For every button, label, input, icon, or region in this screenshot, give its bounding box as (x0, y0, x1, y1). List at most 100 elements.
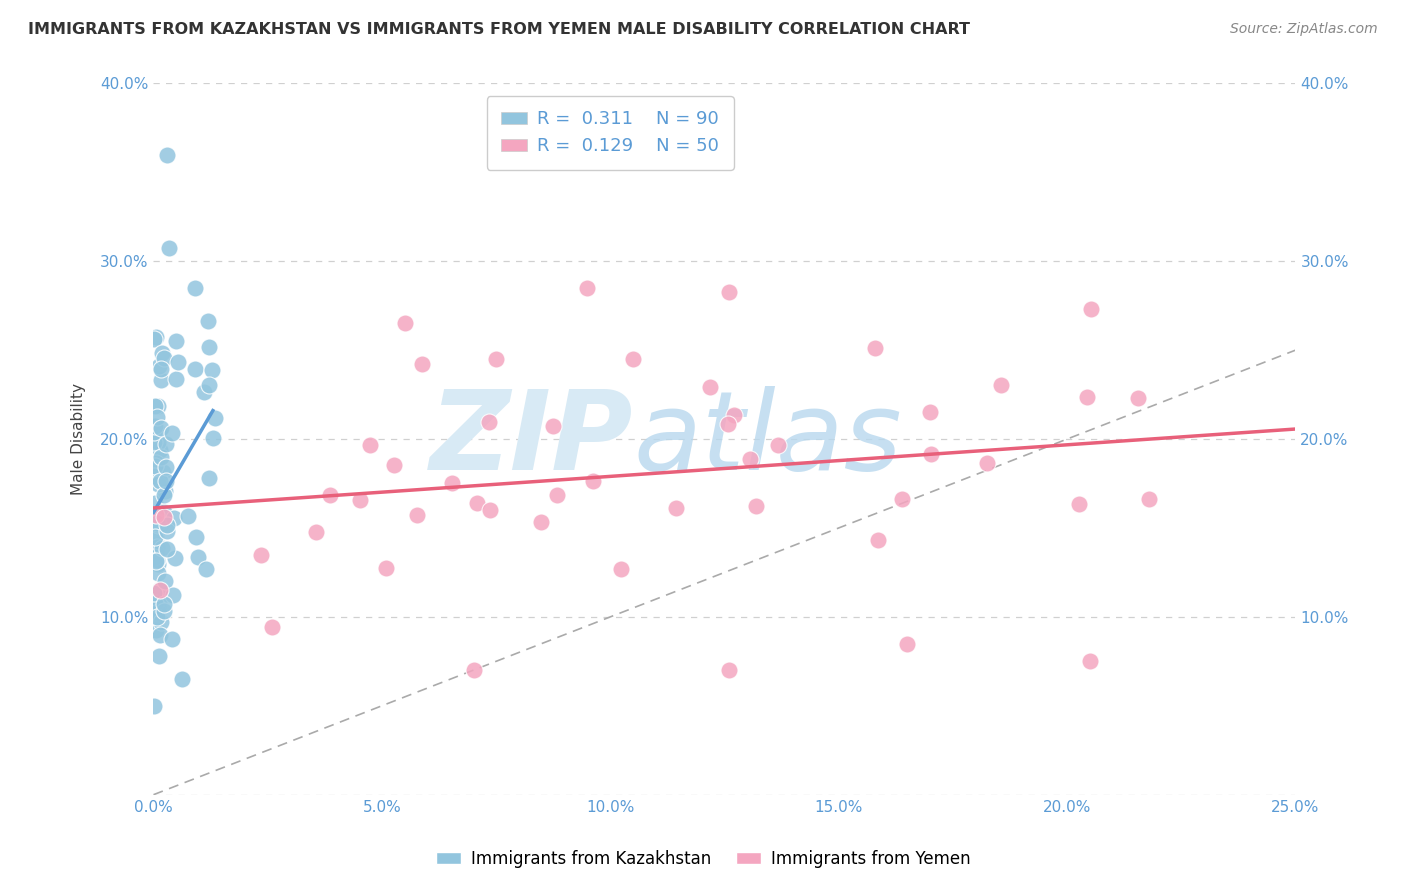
Point (160, 426, 183, 441)
Point (153, 574, 176, 588)
Point (1078, 654, 1101, 668)
Point (359, 438, 381, 452)
Point (149, 474, 172, 488)
Point (143, 333, 166, 347)
Point (167, 355, 190, 369)
Point (738, 451, 761, 466)
Point (155, 459, 177, 474)
Point (890, 491, 912, 506)
Point (143, 530, 166, 544)
Point (156, 524, 179, 538)
Point (148, 601, 170, 615)
Point (143, 467, 166, 482)
Point (541, 418, 564, 433)
Point (162, 588, 184, 602)
Point (145, 624, 167, 638)
Point (865, 341, 887, 355)
Point (165, 334, 187, 349)
Point (149, 583, 172, 598)
Point (150, 346, 173, 360)
Point (148, 583, 170, 598)
Point (411, 357, 433, 371)
Point (146, 610, 169, 624)
Point (146, 410, 169, 425)
Point (349, 492, 371, 507)
Point (176, 508, 198, 523)
Point (148, 477, 170, 491)
Point (143, 419, 166, 434)
Point (440, 476, 463, 491)
Point (145, 554, 167, 568)
Point (162, 511, 184, 525)
Legend: R =  0.311    N = 90, R =  0.129    N = 50: R = 0.311 N = 90, R = 0.129 N = 50 (486, 96, 734, 170)
Point (143, 698, 166, 713)
Point (143, 468, 166, 483)
Point (546, 488, 568, 502)
Point (1080, 301, 1102, 316)
Point (717, 663, 740, 677)
Point (204, 410, 226, 425)
Point (143, 425, 166, 440)
Point (920, 447, 942, 461)
Point (157, 241, 180, 255)
Point (479, 502, 502, 516)
Point (146, 435, 169, 450)
Point (184, 530, 207, 544)
Text: atlas: atlas (633, 385, 901, 492)
Point (153, 505, 176, 519)
Point (183, 281, 205, 295)
Point (146, 518, 169, 533)
Point (149, 420, 172, 434)
Point (145, 329, 167, 343)
Point (145, 508, 167, 522)
Point (463, 663, 485, 677)
Point (145, 553, 167, 567)
Point (142, 435, 165, 450)
Point (143, 399, 166, 413)
Point (146, 557, 169, 571)
Point (148, 516, 170, 530)
Point (576, 281, 599, 295)
Point (198, 341, 221, 355)
Point (201, 363, 224, 377)
Point (374, 561, 396, 575)
Point (156, 518, 179, 533)
Point (197, 314, 219, 328)
Point (153, 509, 176, 524)
Point (172, 672, 194, 686)
Point (918, 405, 941, 419)
Point (155, 541, 177, 556)
Text: IMMIGRANTS FROM KAZAKHSTAN VS IMMIGRANTS FROM YEMEN MALE DISABILITY CORRELATION : IMMIGRANTS FROM KAZAKHSTAN VS IMMIGRANTS… (28, 22, 970, 37)
Point (143, 596, 166, 610)
Point (262, 620, 284, 634)
Point (198, 378, 221, 392)
Point (145, 456, 167, 470)
Point (530, 515, 553, 529)
Point (155, 474, 177, 488)
Point (1128, 392, 1150, 406)
Point (149, 373, 172, 387)
Point (1076, 390, 1098, 404)
Point (976, 457, 998, 471)
Point (155, 437, 177, 451)
Point (194, 562, 217, 576)
Point (193, 384, 215, 399)
Point (148, 605, 170, 619)
Point (198, 471, 221, 485)
Point (305, 524, 328, 539)
Text: Source: ZipAtlas.com: Source: ZipAtlas.com (1230, 22, 1378, 37)
Point (319, 487, 342, 501)
Point (465, 496, 488, 510)
Point (868, 533, 890, 547)
Point (745, 499, 768, 513)
Point (582, 474, 605, 488)
Point (152, 541, 174, 556)
Point (478, 415, 501, 429)
Point (156, 147, 179, 161)
Point (718, 285, 741, 299)
Point (150, 516, 173, 530)
Point (165, 372, 187, 386)
Point (1137, 491, 1160, 506)
Point (152, 597, 174, 611)
Point (153, 351, 176, 366)
